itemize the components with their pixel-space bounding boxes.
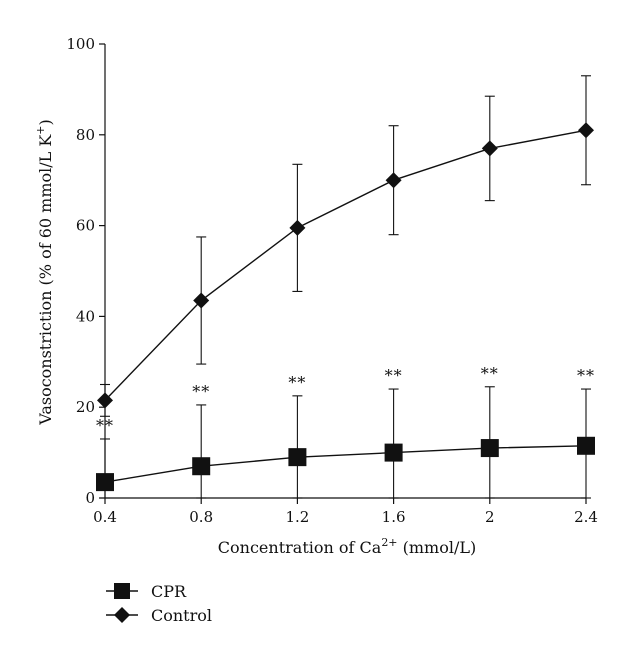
legend-item-control: Control bbox=[106, 606, 212, 625]
marker-cpr bbox=[288, 448, 307, 467]
marker-control bbox=[578, 122, 594, 139]
y-tick-label: 0 bbox=[85, 489, 95, 507]
significance-label: ** bbox=[481, 364, 499, 383]
legend-marker-control bbox=[114, 607, 130, 623]
legend-label-cpr: CPR bbox=[151, 582, 187, 601]
legend-item-cpr: CPR bbox=[106, 582, 187, 601]
legend-marker-cpr bbox=[114, 583, 130, 599]
y-tick-label: 80 bbox=[76, 126, 95, 144]
y-axis-title: Vasoconstriction (% of 60 mmol/L K+) bbox=[34, 119, 55, 426]
series-line-cpr bbox=[104, 445, 587, 483]
series-line-control bbox=[104, 129, 587, 401]
legend: CPR Control bbox=[106, 582, 212, 625]
significance-label: ** bbox=[288, 373, 306, 392]
marker-cpr bbox=[96, 473, 114, 492]
marker-control bbox=[481, 140, 498, 157]
y-tick-label: 40 bbox=[76, 307, 95, 325]
significance-label: ** bbox=[192, 382, 210, 401]
x-tick-label: 2.4 bbox=[574, 508, 598, 526]
x-tick-label: 2 bbox=[485, 508, 495, 526]
x-axis-title: Concentration of Ca2+ (mmol/L) bbox=[218, 536, 476, 557]
y-tick-label: 20 bbox=[76, 398, 95, 416]
legend-label-control: Control bbox=[151, 606, 212, 625]
series-lines bbox=[104, 129, 587, 483]
markers bbox=[96, 122, 595, 492]
x-tick-label: 1.6 bbox=[382, 508, 406, 526]
marker-cpr bbox=[480, 439, 499, 458]
marker-control bbox=[97, 392, 113, 409]
marker-cpr bbox=[192, 457, 211, 476]
significance-label: ** bbox=[385, 366, 403, 385]
error-bars bbox=[100, 75, 591, 499]
marker-cpr bbox=[577, 436, 595, 455]
x-tick-label: 1.2 bbox=[285, 508, 309, 526]
y-tick-label: 100 bbox=[66, 35, 95, 53]
axes: 0 20 40 60 80 100 0.4 0.8 1.2 1.6 2 2.4 bbox=[66, 35, 598, 526]
significance-label: ** bbox=[96, 416, 114, 435]
marker-control bbox=[385, 172, 402, 189]
y-tick-label: 60 bbox=[76, 217, 95, 235]
significance-annotations: ** ** ** ** ** ** bbox=[96, 364, 595, 435]
marker-control bbox=[193, 292, 210, 309]
marker-cpr bbox=[384, 443, 403, 462]
x-tick-label: 0.8 bbox=[189, 508, 213, 526]
significance-label: ** bbox=[577, 366, 595, 385]
x-tick-label: 0.4 bbox=[93, 508, 117, 526]
marker-control bbox=[289, 219, 306, 236]
